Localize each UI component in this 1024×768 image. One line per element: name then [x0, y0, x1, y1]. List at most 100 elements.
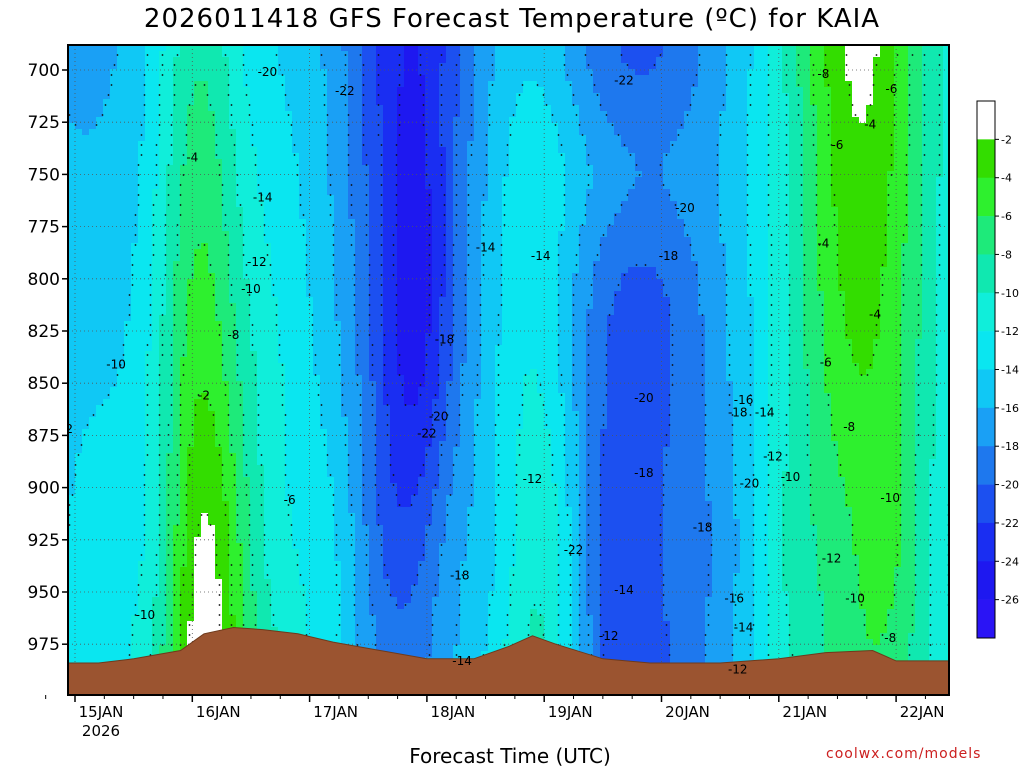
contour-label: -12: [763, 449, 783, 463]
contour-label: -14: [531, 249, 551, 263]
contour-label: -12: [599, 629, 619, 643]
colorbar-swatch: [977, 216, 995, 255]
colorbar-label: -20: [1001, 479, 1019, 492]
contour-label: -4: [186, 151, 198, 165]
colorbar-label: -24: [1001, 555, 1019, 568]
contour-label: -22: [564, 543, 584, 557]
contour-label: -20: [634, 391, 654, 405]
contour-label: -4: [869, 307, 881, 321]
contour-label: -10: [880, 491, 900, 505]
x-tick-label: 16JAN: [196, 703, 241, 721]
x-axis-title: Forecast Time (UTC): [409, 744, 611, 768]
colorbar-swatch: [977, 446, 995, 485]
y-tick-label: 750: [28, 165, 60, 185]
colorbar-swatch: [977, 139, 995, 179]
colorbar-swatch: [977, 254, 995, 294]
contour-lines: [68, 45, 949, 695]
colorbar-label: -10: [1001, 287, 1019, 300]
contour-label: -14: [734, 620, 754, 634]
contour-label: -8: [817, 67, 829, 81]
contour-label: -12: [523, 472, 543, 486]
contour-label: -12: [728, 662, 748, 676]
contour-label: -2: [198, 389, 210, 403]
contour-label: -10: [781, 470, 801, 484]
colorbar-label: -18: [1001, 440, 1019, 453]
x-year-label: 2026: [82, 722, 120, 740]
y-tick-label: 975: [28, 635, 60, 655]
contour-label: -22: [614, 73, 634, 87]
colorbar-label: -16: [1001, 402, 1019, 415]
contour-label: -4: [817, 236, 829, 250]
x-tick-label: 20JAN: [665, 703, 710, 721]
plot-frame: [67, 44, 950, 696]
contour-label: -20: [429, 410, 449, 424]
y-tick-label: 775: [28, 218, 60, 238]
colorbar-label: -14: [1001, 364, 1019, 377]
y-tick-label: 700: [28, 61, 60, 81]
contour-label: -20: [675, 201, 695, 215]
colorbar-swatch: [977, 599, 995, 639]
contour-label: -18: [435, 332, 455, 346]
x-tick-label: 22JAN: [900, 703, 945, 721]
contour-label: -4: [864, 117, 876, 131]
colorbar-swatch: [977, 292, 995, 332]
colorbar-swatch: [977, 484, 995, 524]
colorbar-swatch: [977, 407, 995, 447]
colorbar: -2 -4 -6 -8 -10 -12 -14 -16 -18 -20 -22 -24 -26: [976, 100, 1019, 639]
contour-label: -6: [831, 138, 843, 152]
contour-label: -12: [247, 255, 267, 269]
contour-label: -10: [106, 357, 126, 371]
contour-label: -22: [335, 84, 355, 98]
contour-label: -10: [241, 282, 261, 296]
contour-label: -20: [740, 476, 760, 490]
y-tick-label: 725: [28, 113, 60, 133]
y-tick-label: 800: [28, 270, 60, 290]
x-tick-label: 19JAN: [548, 703, 593, 721]
contour-label: -6: [820, 355, 832, 369]
contour-label: -14: [476, 240, 496, 254]
x-tick-label: 18JAN: [431, 703, 476, 721]
colorbar-label: -6: [1001, 210, 1012, 223]
colorbar-label: -8: [1001, 248, 1012, 261]
contour-label: -12: [822, 552, 842, 566]
colorbar-swatch: [977, 331, 995, 370]
x-tick-label: 17JAN: [313, 703, 358, 721]
contour-label: -6: [284, 493, 296, 507]
credit-link[interactable]: coolwx.com/models: [826, 746, 982, 762]
contour-label: -14: [614, 583, 634, 597]
contour-label: -20: [258, 65, 278, 79]
colorbar-label: -2: [1001, 133, 1012, 146]
colorbar-swatch: [977, 522, 995, 562]
y-axis: 700 725 750 775 800 825 850 875 900 925 950 975: [28, 61, 68, 655]
contour-labels: -20-22-22 -8-6-4-6-4-14-20-14-14 -18-4-12-…: [68, 65, 900, 676]
contour-label: -18: [659, 249, 679, 263]
contour-label: -14: [253, 190, 273, 204]
contour-label: -6: [885, 82, 897, 96]
colorbar-swatch: [977, 369, 995, 409]
colorbar-swatch: [977, 561, 995, 600]
x-tick-label: 21JAN: [782, 703, 827, 721]
y-tick-label: 925: [28, 531, 60, 551]
y-tick-label: 875: [28, 426, 60, 446]
contour-label: -18: [450, 568, 470, 582]
contour-label: -8: [227, 328, 239, 342]
terrain-ground: [68, 626, 949, 695]
contour-label: -22: [417, 426, 437, 440]
contour-label: -10: [136, 608, 156, 622]
contour-label: -14: [452, 654, 472, 668]
colorbar-label: -22: [1001, 517, 1019, 530]
temperature-field: [68, 45, 949, 695]
y-tick-label: 825: [28, 322, 60, 342]
y-tick-label: 900: [28, 479, 60, 499]
colorbar-label: -12: [1001, 325, 1019, 338]
contour-label: -8: [843, 420, 855, 434]
colorbar-label: -26: [1001, 594, 1019, 607]
contour-label: -16: [734, 393, 754, 407]
y-tick-label: 950: [28, 583, 60, 603]
contour-label: -18: [693, 520, 713, 534]
contour-label: -8: [884, 631, 896, 645]
colorbar-swatch: [977, 177, 995, 217]
contour-label: -18: [728, 405, 748, 419]
y-tick-label: 850: [28, 374, 60, 394]
